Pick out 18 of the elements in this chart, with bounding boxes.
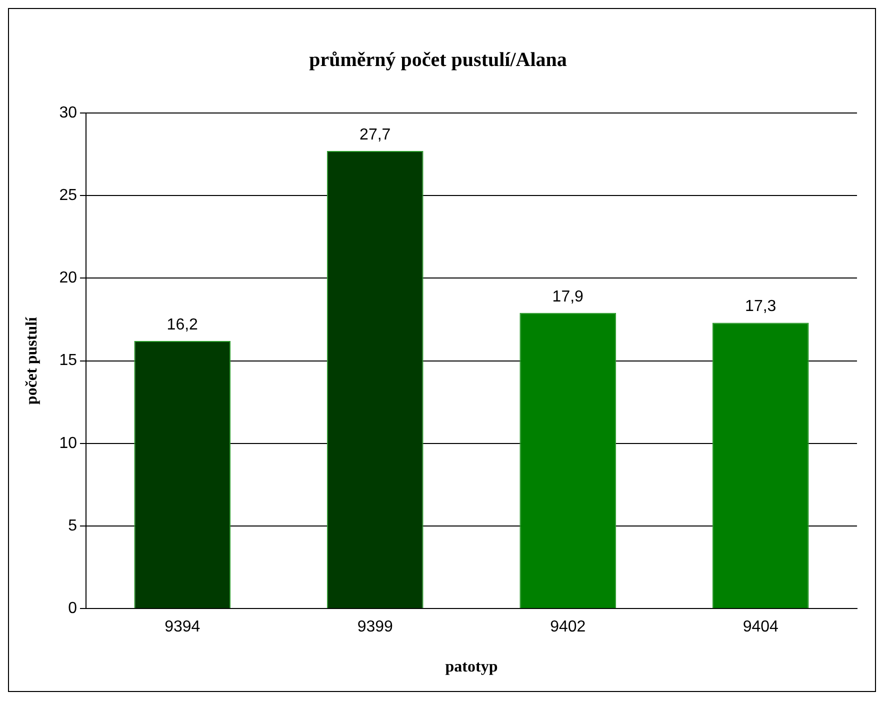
y-axis-title: počet pustulí [24, 316, 41, 405]
y-tick-label: 0 [68, 600, 78, 618]
x-tick-label: 9402 [550, 618, 586, 636]
data-label: 16,2 [166, 316, 198, 334]
y-tick-label: 20 [59, 270, 78, 287]
x-tick-label: 9404 [742, 618, 779, 636]
y-tick-label: 30 [59, 104, 78, 122]
data-label: 27,7 [360, 126, 391, 144]
x-axis-title: patotyp [445, 658, 498, 676]
x-tick-label: 9394 [164, 618, 200, 636]
chart-title: průměrný počet pustulí/Alana [309, 49, 567, 72]
y-tick-label: 10 [59, 434, 78, 452]
y-tick-label: 5 [68, 517, 78, 534]
x-tick-label: 9399 [357, 618, 394, 636]
y-tick-label: 15 [59, 352, 78, 370]
data-label: 17,3 [745, 298, 776, 316]
y-tick-label: 25 [59, 187, 78, 204]
data-label: 17,9 [552, 288, 584, 306]
